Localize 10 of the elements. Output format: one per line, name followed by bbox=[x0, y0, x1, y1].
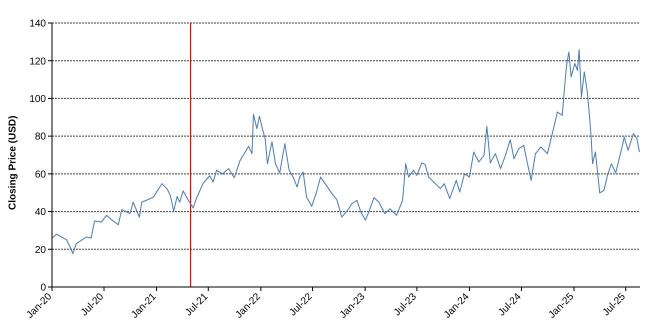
y-tick-label: 40 bbox=[34, 207, 46, 218]
y-tick-label: 120 bbox=[29, 56, 46, 68]
line-series bbox=[52, 49, 640, 254]
y-tick-label: 80 bbox=[34, 132, 46, 143]
y-tick-label: 20 bbox=[34, 244, 46, 256]
y-tick-label: 140 bbox=[29, 18, 46, 30]
y-axis-title: Closing Price (USD) bbox=[8, 116, 19, 210]
y-tick-label: 60 bbox=[34, 169, 46, 180]
y-tick-label: 100 bbox=[29, 94, 46, 105]
y-tick-label: 0 bbox=[40, 282, 46, 294]
